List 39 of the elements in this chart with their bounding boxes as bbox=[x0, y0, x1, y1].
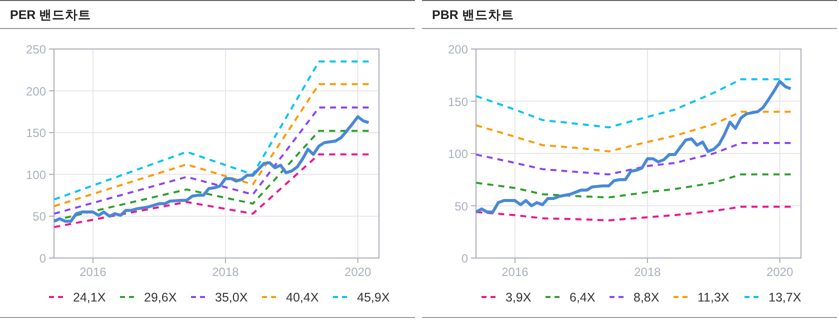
x-tick-label: 2016 bbox=[502, 265, 529, 279]
chart-title: PBR 밴드차트 bbox=[432, 8, 514, 22]
line-series bbox=[475, 142, 792, 176]
legend-label: 8,8X bbox=[634, 290, 660, 304]
line-series bbox=[53, 130, 370, 222]
line-series bbox=[474, 80, 792, 214]
legend-label: 13,7X bbox=[768, 290, 802, 304]
legend-label: 40,4X bbox=[286, 290, 320, 304]
legend-label: 24,1X bbox=[73, 290, 106, 304]
line-series bbox=[475, 206, 792, 222]
line-series bbox=[475, 110, 792, 152]
y-tick-label: 50 bbox=[454, 199, 468, 214]
x-tick-label: 2020 bbox=[766, 265, 794, 279]
x-tick-label: 2018 bbox=[212, 265, 240, 279]
x-tick-label: 2020 bbox=[344, 265, 372, 279]
y-tick-label: 0 bbox=[461, 252, 468, 266]
y-tick-label: 150 bbox=[448, 94, 468, 109]
chart-title: PER 밴드차트 bbox=[10, 8, 92, 22]
y-tick-label: 200 bbox=[26, 84, 46, 98]
y-tick-label: 250 bbox=[26, 42, 46, 56]
line-series bbox=[53, 153, 370, 228]
x-tick-label: 2016 bbox=[80, 265, 107, 279]
legend-label: 29,6X bbox=[144, 290, 178, 304]
line-series bbox=[475, 173, 792, 198]
legend-label: 3,9X bbox=[506, 290, 532, 304]
y-tick-label: 200 bbox=[448, 42, 468, 56]
legend-label: 6,4X bbox=[570, 290, 596, 304]
legend-label: 11,3X bbox=[698, 290, 730, 304]
y-tick-label: 50 bbox=[32, 210, 46, 224]
line-series bbox=[53, 83, 370, 208]
y-tick-label: 100 bbox=[448, 147, 468, 161]
x-tick-label: 2018 bbox=[634, 265, 662, 279]
y-tick-label: 100 bbox=[26, 168, 46, 182]
line-series bbox=[475, 78, 792, 128]
y-tick-label: 150 bbox=[26, 126, 46, 140]
legend-label: 35,0X bbox=[215, 290, 248, 304]
line-series bbox=[53, 60, 370, 200]
y-tick-label: 0 bbox=[39, 252, 46, 266]
legend-label: 45,9X bbox=[357, 290, 390, 304]
